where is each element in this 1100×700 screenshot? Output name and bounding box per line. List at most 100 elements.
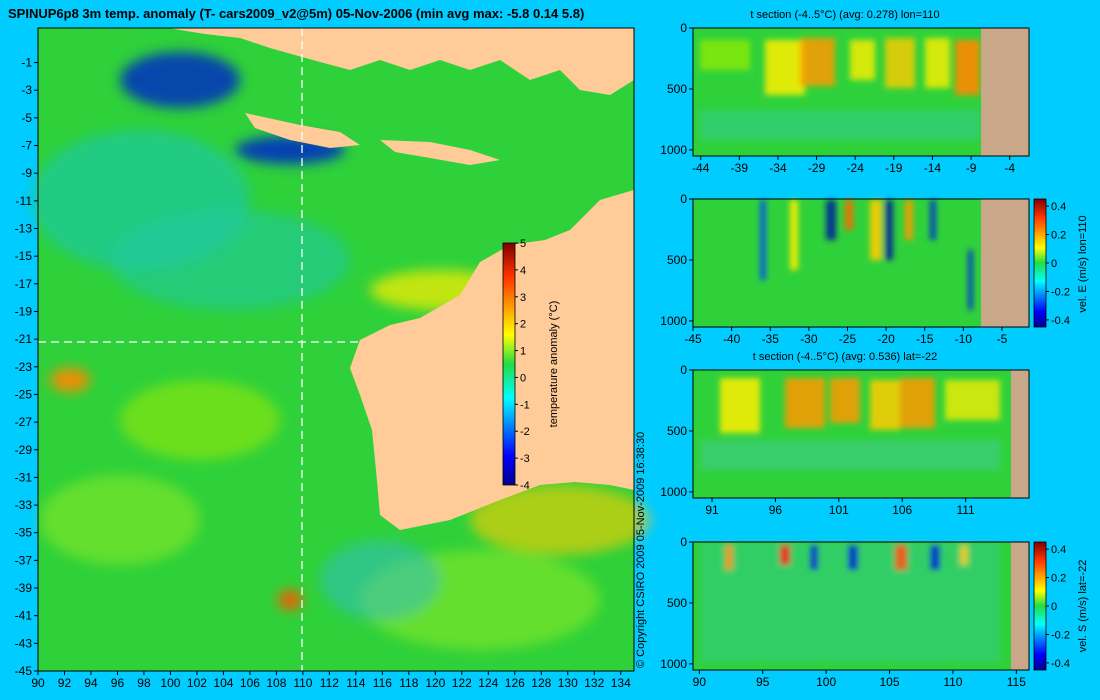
x-tick-label: -15: [916, 332, 934, 346]
x-tick-label: -40: [723, 332, 741, 346]
y-tick-label: -1: [21, 56, 32, 70]
x-tick-label: 110: [293, 676, 312, 690]
x-tick-label: 106: [892, 503, 912, 517]
vel-s-section-texture: [700, 542, 1000, 662]
y-tick-label: -43: [15, 636, 33, 650]
vel-s-section-land: [1011, 542, 1029, 670]
colorbar-tick-label: 0.4: [1051, 201, 1066, 213]
map-colorbar: [502, 242, 516, 486]
vel-e-section-texture: [760, 200, 973, 310]
vel-s-section-x-ticks: 90 95 100 105 110 115: [693, 670, 1026, 689]
y-tick-label: -11: [16, 194, 33, 208]
x-tick-label: -4: [1004, 161, 1015, 175]
y-tick-label: 0: [680, 192, 687, 206]
y-tick-label: -35: [15, 526, 33, 540]
x-tick-label: 134: [611, 676, 631, 690]
vel-e-section-x-ticks: -45 -40 -35 -30 -25 -20 -15 -10 -5: [684, 327, 1008, 346]
x-tick-label: 108: [266, 676, 286, 690]
colorbar-tick-label: -0.2: [1051, 629, 1070, 641]
colorbar-tick-label: -0.4: [1051, 658, 1070, 670]
x-tick-label: -44: [692, 161, 710, 175]
vel-s-section-y-ticks: 0 500 1000: [660, 535, 693, 671]
colorbar-tick-label: -0.4: [1051, 315, 1070, 327]
x-tick-label: 130: [558, 676, 578, 690]
t-section-lon-texture: [700, 38, 980, 140]
map-frame: [37, 27, 635, 672]
map-land-australia: [350, 190, 634, 530]
y-tick-label: -15: [15, 249, 33, 263]
t-section-lon-land: [981, 28, 1029, 156]
y-tick-label: -27: [15, 415, 33, 429]
x-tick-label: 106: [240, 676, 260, 690]
x-tick-label: 110: [943, 675, 962, 689]
x-tick-label: 120: [425, 676, 445, 690]
x-tick-label: 100: [816, 675, 836, 689]
x-tick-label: 90: [693, 675, 707, 689]
x-tick-label: 90: [31, 676, 45, 690]
t-section-lon-frame: [692, 27, 1030, 157]
x-tick-label: 104: [213, 676, 233, 690]
t-section-lon-x-ticks: -44 -39 -34 -29 -24 -19 -14 -9 -4: [692, 156, 1015, 175]
main-map-panel: -1-3-5-7-9-11-13-15-17-19-21-23-25-27-29…: [15, 27, 650, 690]
t-section-lat-panel: t section (-4..5°C) (avg: 0.536) lat=-22…: [660, 351, 1030, 517]
x-tick-label: 112: [320, 676, 339, 690]
y-tick-label: -31: [15, 470, 33, 484]
vel-e-section-y-ticks: 0 500 1000: [660, 192, 693, 328]
x-tick-label: 115: [1007, 675, 1026, 689]
x-tick-label: -20: [877, 332, 895, 346]
y-tick-label: -17: [15, 277, 33, 291]
y-tick-label: -29: [15, 443, 33, 457]
y-tick-label: 500: [667, 424, 687, 438]
x-tick-label: 100: [160, 676, 180, 690]
y-tick-label: -3: [21, 83, 32, 97]
x-tick-label: -9: [966, 161, 977, 175]
y-tick-label: 1000: [660, 485, 687, 499]
y-tick-label: -7: [21, 139, 32, 153]
y-tick-label: -23: [15, 360, 33, 374]
copyright-notice: © Copyright CSIRO 2009 05-Nov-2009 16:38…: [635, 432, 647, 668]
y-tick-label: 500: [667, 596, 687, 610]
t-section-lon-panel: t section (-4..5°C) (avg: 0.278) lon=110…: [660, 9, 1030, 175]
map-land-asia: [168, 28, 634, 95]
x-tick-label: 132: [584, 676, 604, 690]
t-section-lon-y-ticks: 0 500 1000: [660, 21, 693, 157]
y-tick-label: -25: [15, 387, 33, 401]
figure-title: SPINUP6p8 3m temp. anomaly (T- cars2009_…: [8, 6, 584, 21]
colorbar-tick-label: 5: [520, 238, 526, 250]
x-tick-label: 98: [137, 676, 151, 690]
y-tick-label: -45: [15, 664, 33, 678]
y-tick-label: 1000: [660, 143, 687, 157]
x-tick-label: 114: [346, 676, 365, 690]
x-tick-label: 96: [769, 503, 783, 517]
y-tick-label: -13: [15, 222, 33, 236]
x-tick-label: 118: [399, 676, 418, 690]
map-y-tick-labels: -1 -3 -5 -7 -9 -11 -13 -15 -17 -19 -21 -23 -25 -27 -29…: [15, 56, 38, 678]
x-tick-label: 92: [58, 676, 72, 690]
colorbar-tick-label: -3: [520, 453, 530, 465]
y-tick-label: 0: [680, 535, 687, 549]
vel-e-colorbar-label: vel. E (m/s) lon=110: [1077, 215, 1089, 312]
vel-e-section-frame: [692, 198, 1030, 328]
x-tick-label: -14: [924, 161, 942, 175]
x-tick-label: 105: [880, 675, 900, 689]
y-tick-label: 500: [667, 82, 687, 96]
colorbar-tick-label: -2: [520, 426, 530, 438]
x-tick-label: -5: [997, 332, 1008, 346]
x-tick-label: 91: [705, 503, 719, 517]
t-section-lat-frame: [692, 369, 1030, 499]
x-tick-label: 101: [829, 503, 849, 517]
x-tick-label: -30: [800, 332, 818, 346]
colorbar-tick-label: 0: [1051, 258, 1057, 270]
x-tick-label: -24: [847, 161, 865, 175]
colorbar-tick-label: -4: [520, 480, 530, 492]
colorbar-tick-label: 2: [520, 319, 526, 331]
y-tick-label: -37: [15, 553, 33, 567]
vel-e-colorbar-ticks: 0.4 0.2 0 -0.2 -0.4: [1046, 201, 1070, 327]
x-tick-label: -10: [955, 332, 973, 346]
vel-e-section-land: [981, 199, 1029, 327]
colorbar-tick-label: 0.2: [1051, 230, 1066, 242]
map-land-lesser-sunda: [380, 140, 500, 165]
colorbar-tick-label: 0: [520, 372, 526, 384]
